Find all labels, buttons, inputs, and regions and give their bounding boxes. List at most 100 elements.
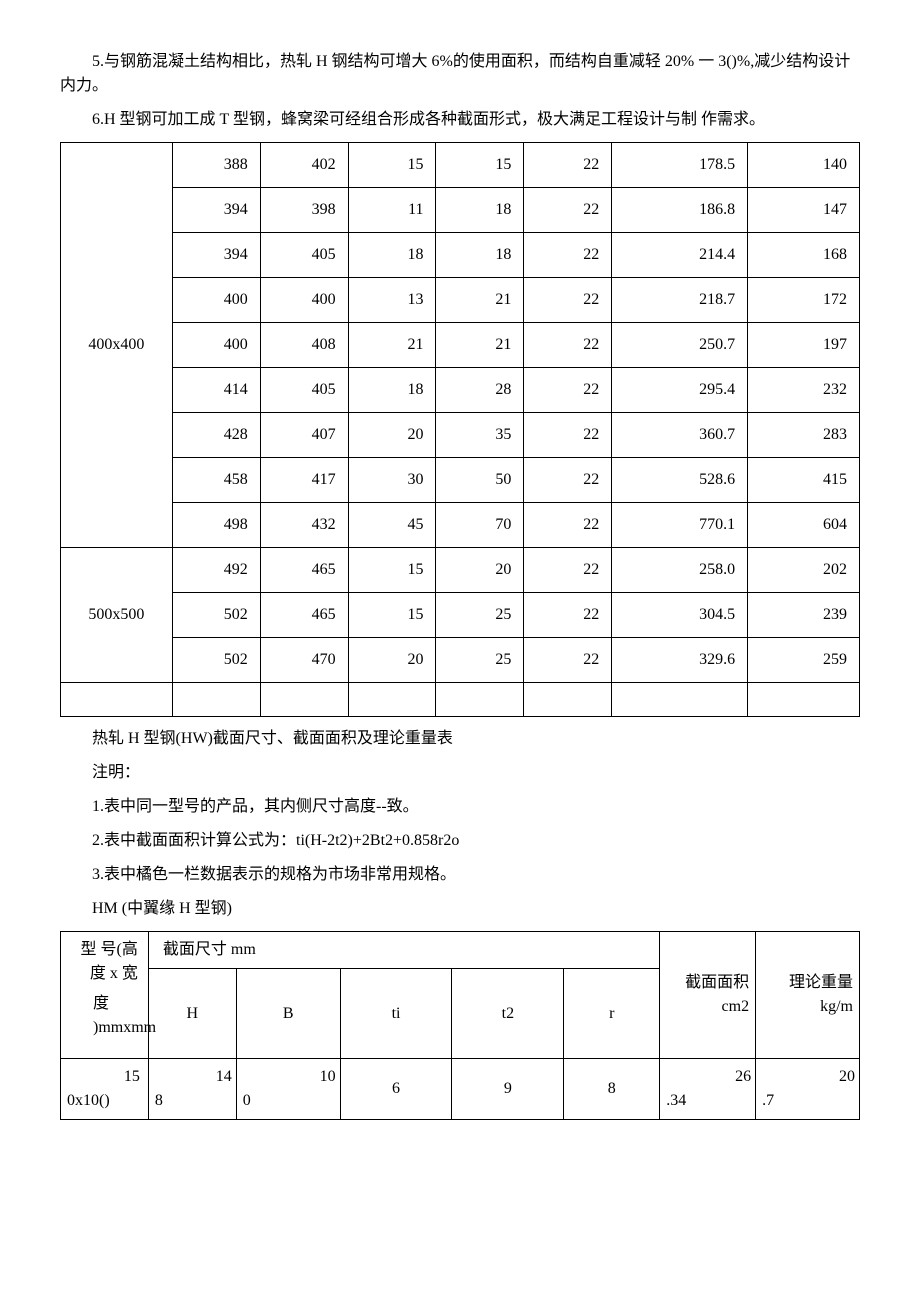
cell: 329.6 bbox=[612, 638, 748, 683]
cell: 408 bbox=[260, 323, 348, 368]
table-row: 498 432 45 70 22 770.1 604 bbox=[61, 503, 860, 548]
cell: 15 bbox=[348, 593, 436, 638]
cell-part: .34 bbox=[666, 1089, 688, 1113]
cell: 304.5 bbox=[612, 593, 748, 638]
cell: 22 bbox=[524, 323, 612, 368]
cell: 400 bbox=[260, 278, 348, 323]
cell: 428 bbox=[172, 413, 260, 458]
cell: 218.7 bbox=[612, 278, 748, 323]
cell-part: 14 bbox=[157, 1065, 232, 1089]
header-h: H bbox=[148, 969, 236, 1059]
cell bbox=[172, 683, 260, 717]
cell: 18 bbox=[348, 233, 436, 278]
header-model-text-1: 型 号(高度 x 宽 bbox=[77, 938, 142, 986]
cell-part: 0 bbox=[243, 1089, 253, 1113]
note-3: 3.表中橘色一栏数据表示的规格为市场非常用规格。 bbox=[60, 863, 860, 887]
cell: 22 bbox=[524, 278, 612, 323]
cell: 22 bbox=[524, 548, 612, 593]
cell: 22 bbox=[524, 188, 612, 233]
cell: 394 bbox=[172, 233, 260, 278]
cell: 402 bbox=[260, 143, 348, 188]
cell: 18 bbox=[436, 188, 524, 233]
hm-label: HM (中翼缘 H 型钢) bbox=[60, 897, 860, 921]
cell: 18 bbox=[348, 368, 436, 413]
cell: 18 bbox=[436, 233, 524, 278]
table-row: 458 417 30 50 22 528.6 415 bbox=[61, 458, 860, 503]
table-row: 428 407 20 35 22 360.7 283 bbox=[61, 413, 860, 458]
cell: 50 bbox=[436, 458, 524, 503]
cell: 259 bbox=[748, 638, 860, 683]
table-caption: 热轧 H 型钢(HW)截面尺寸、截面面积及理论重量表 bbox=[60, 727, 860, 751]
cell: 22 bbox=[524, 413, 612, 458]
note-2: 2.表中截面面积计算公式为：ti(H-2t2)+2Bt2+0.858r2o bbox=[60, 829, 860, 853]
table-row: 414 405 18 28 22 295.4 232 bbox=[61, 368, 860, 413]
cell: 25 bbox=[436, 638, 524, 683]
cell-area: 26 .34 bbox=[660, 1059, 756, 1120]
cell: 172 bbox=[748, 278, 860, 323]
cell: 168 bbox=[748, 233, 860, 278]
cell-r: 8 bbox=[564, 1059, 660, 1120]
cell-h: 14 8 bbox=[148, 1059, 236, 1120]
cell: 15 bbox=[436, 143, 524, 188]
cell: 417 bbox=[260, 458, 348, 503]
cell: 21 bbox=[436, 278, 524, 323]
cell-part: 15 bbox=[67, 1065, 142, 1089]
cell: 22 bbox=[524, 143, 612, 188]
group-400x400: 400x400 bbox=[61, 143, 173, 548]
cell: 35 bbox=[436, 413, 524, 458]
table-hm-sizes: 型 号(高度 x 宽 度 )mmxmm 截面尺寸 mm 截面面积cm2 理论重量… bbox=[60, 931, 860, 1120]
cell-part: .7 bbox=[762, 1089, 776, 1113]
table-row-empty bbox=[61, 683, 860, 717]
cell: 528.6 bbox=[612, 458, 748, 503]
cell: 30 bbox=[348, 458, 436, 503]
header-ti: ti bbox=[340, 969, 452, 1059]
cell: 22 bbox=[524, 638, 612, 683]
cell: 465 bbox=[260, 593, 348, 638]
cell: 360.7 bbox=[612, 413, 748, 458]
cell: 498 bbox=[172, 503, 260, 548]
cell: 250.7 bbox=[612, 323, 748, 368]
table-row: 394 405 18 18 22 214.4 168 bbox=[61, 233, 860, 278]
cell: 21 bbox=[436, 323, 524, 368]
cell: 415 bbox=[748, 458, 860, 503]
cell-ti: 6 bbox=[340, 1059, 452, 1120]
cell: 295.4 bbox=[612, 368, 748, 413]
cell: 178.5 bbox=[612, 143, 748, 188]
cell: 232 bbox=[748, 368, 860, 413]
cell: 20 bbox=[436, 548, 524, 593]
notes-label: 注明： bbox=[60, 761, 860, 785]
cell: 147 bbox=[748, 188, 860, 233]
cell: 22 bbox=[524, 503, 612, 548]
cell: 186.8 bbox=[612, 188, 748, 233]
cell: 214.4 bbox=[612, 233, 748, 278]
cell bbox=[524, 683, 612, 717]
cell bbox=[348, 683, 436, 717]
header-r: r bbox=[564, 969, 660, 1059]
header-model: 型 号(高度 x 宽 度 )mmxmm bbox=[61, 932, 149, 1059]
cell: 21 bbox=[348, 323, 436, 368]
cell: 13 bbox=[348, 278, 436, 323]
cell: 398 bbox=[260, 188, 348, 233]
table-row: 502 465 15 25 22 304.5 239 bbox=[61, 593, 860, 638]
cell: 22 bbox=[524, 458, 612, 503]
table-row: 400 400 13 21 22 218.7 172 bbox=[61, 278, 860, 323]
cell: 45 bbox=[348, 503, 436, 548]
header-weight: 理论重量kg/m bbox=[756, 932, 860, 1059]
cell-weight: 20 .7 bbox=[756, 1059, 860, 1120]
cell: 28 bbox=[436, 368, 524, 413]
cell: 11 bbox=[348, 188, 436, 233]
cell: 400 bbox=[172, 278, 260, 323]
cell-b: 10 0 bbox=[236, 1059, 340, 1120]
table-header-row: 型 号(高度 x 宽 度 )mmxmm 截面尺寸 mm 截面面积cm2 理论重量… bbox=[61, 932, 860, 969]
table-hw-sizes: 400x400 388 402 15 15 22 178.5 140 394 3… bbox=[60, 142, 860, 717]
cell: 432 bbox=[260, 503, 348, 548]
cell: 414 bbox=[172, 368, 260, 413]
cell-part: 8 bbox=[155, 1089, 165, 1113]
cell-part: 0x10() bbox=[67, 1089, 112, 1113]
cell: 258.0 bbox=[612, 548, 748, 593]
document-page: 5.与钢筋混凝土结构相比，热轧 H 钢结构可增大 6%的使用面积，而结构自重减轻… bbox=[0, 0, 920, 1190]
cell bbox=[260, 683, 348, 717]
header-area: 截面面积cm2 bbox=[660, 932, 756, 1059]
cell: 465 bbox=[260, 548, 348, 593]
paragraph-6: 6.H 型钢可加工成 T 型钢，蜂窝梁可经组合形成各种截面形式，极大满足工程设计… bbox=[60, 108, 860, 132]
